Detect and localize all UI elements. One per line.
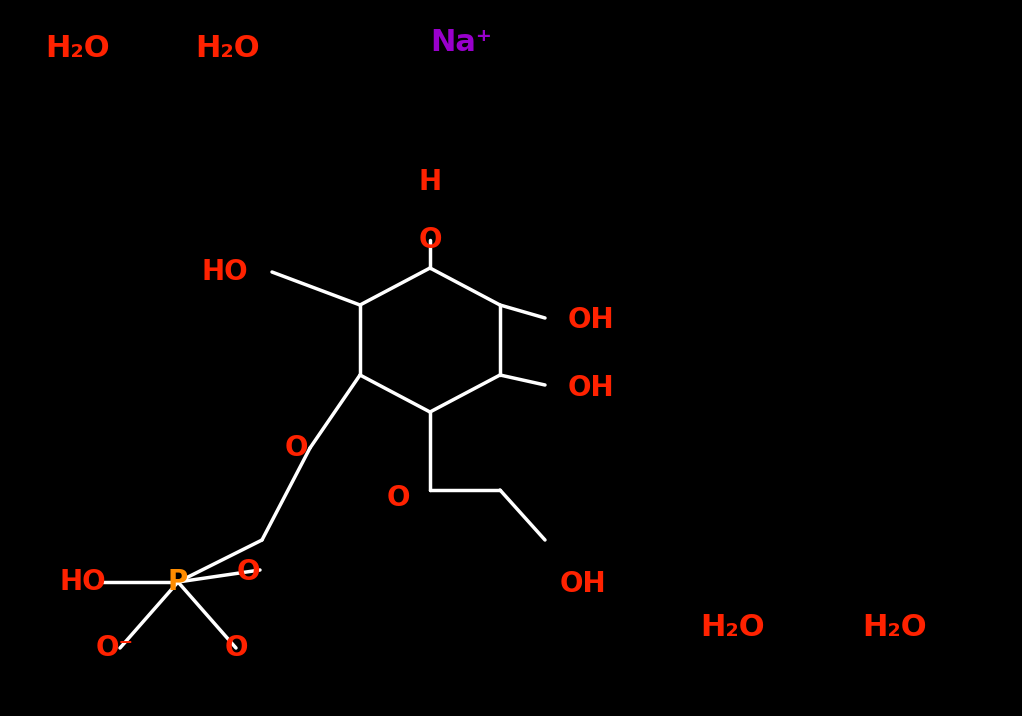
Text: H₂O: H₂O	[862, 614, 927, 642]
Text: HO: HO	[201, 258, 248, 286]
Text: O: O	[236, 558, 260, 586]
Text: H₂O: H₂O	[45, 34, 109, 62]
Text: O: O	[284, 434, 308, 462]
Text: HO: HO	[60, 568, 106, 596]
Text: H₂O: H₂O	[195, 34, 260, 62]
Text: OH: OH	[560, 570, 607, 598]
Text: Na⁺: Na⁺	[430, 27, 492, 57]
Text: O: O	[224, 634, 247, 662]
Text: OH: OH	[568, 306, 614, 334]
Text: P: P	[168, 568, 188, 596]
Text: H₂O: H₂O	[700, 614, 764, 642]
Text: O: O	[386, 484, 410, 512]
Text: O⁻: O⁻	[96, 634, 134, 662]
Text: O: O	[418, 226, 442, 254]
Text: H: H	[418, 168, 442, 196]
Text: OH: OH	[568, 374, 614, 402]
